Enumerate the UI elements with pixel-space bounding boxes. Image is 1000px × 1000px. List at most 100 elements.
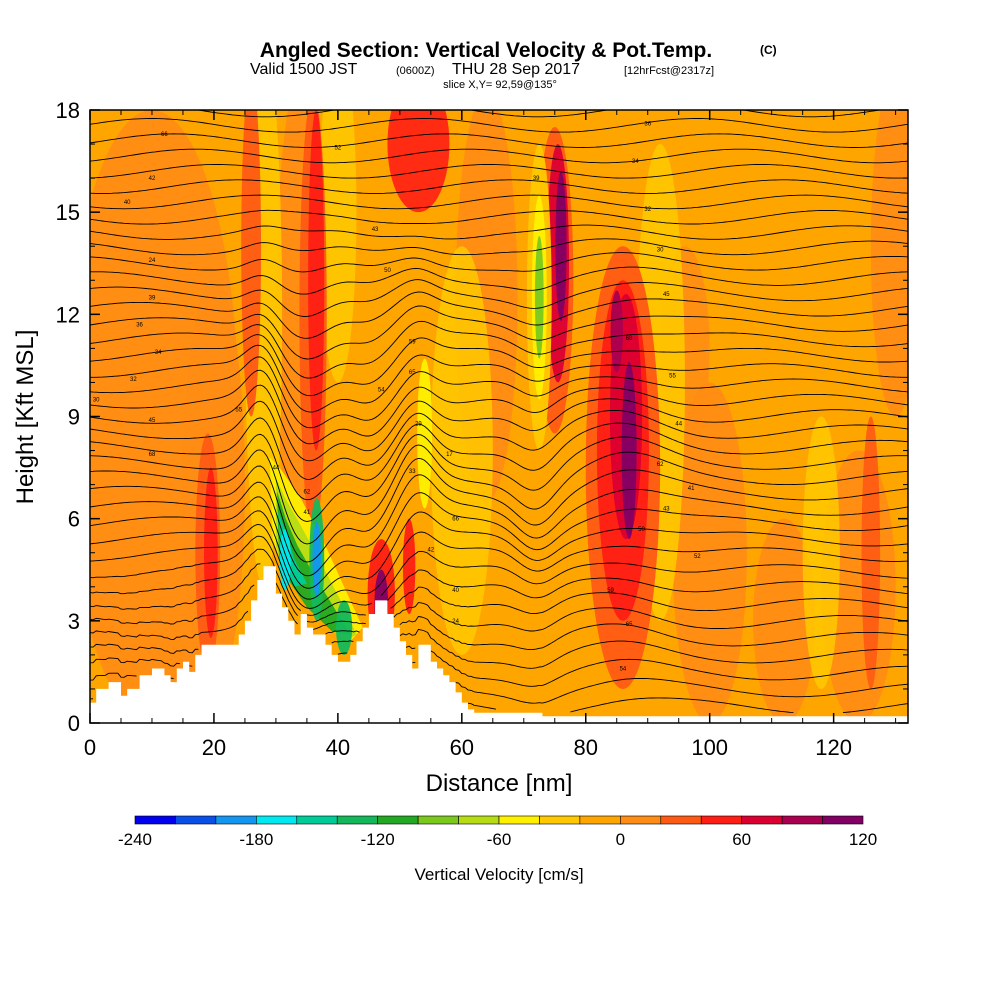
x-tick-label: 120	[815, 735, 852, 760]
isentrope-label: 50	[384, 268, 391, 274]
isentrope-line	[90, 563, 908, 630]
isentrope-line	[90, 209, 908, 225]
colorbar-swatch	[822, 815, 864, 825]
isentrope-line	[90, 291, 908, 339]
chart-subtitle-valid: Valid 1500 JST	[250, 61, 358, 78]
isentrope-line	[90, 133, 908, 148]
isentrope-label: 52	[335, 145, 342, 151]
colorbar-swatch	[660, 815, 702, 825]
isentrope-line	[90, 524, 908, 609]
colorbar-swatch	[215, 815, 257, 825]
x-tick-label: 20	[202, 735, 226, 760]
chart-title: Angled Section: Vertical Velocity & Pot.…	[260, 39, 712, 62]
isentrope-line	[90, 584, 908, 635]
field-downdraft-slope-center	[279, 528, 291, 591]
y-tick-label: 18	[56, 98, 80, 123]
isentrope-line	[90, 457, 908, 563]
colorbar-swatch	[377, 815, 419, 825]
x-tick-label: 60	[450, 735, 474, 760]
isentrope-label: 65	[626, 622, 633, 628]
isentrope-line	[90, 194, 908, 210]
isentrope-line	[90, 334, 908, 397]
colorbar-title: Vertical Velocity [cm/s]	[414, 865, 583, 884]
isentrope-label: 68	[626, 336, 633, 342]
isentrope-label: 43	[663, 506, 670, 512]
y-tick-label: 3	[68, 609, 80, 634]
isentrope-label: 54	[378, 387, 385, 393]
chart-slice-info: slice X,Y= 92,59@135°	[443, 79, 557, 91]
isentrope-label: 62	[657, 462, 664, 468]
isentrope-label: 54	[620, 667, 627, 673]
isentrope-label: 55	[235, 408, 242, 414]
field-updraft-126	[861, 416, 881, 689]
isentrope-label: 42	[427, 547, 434, 553]
y-tick-label: 6	[68, 507, 80, 532]
field-updraft-75-core	[555, 171, 567, 322]
y-tick-label: 12	[56, 302, 80, 327]
colorbar: -240 -180 -120 -60 0 60 120	[118, 815, 877, 849]
colorbar-tick-label: -120	[361, 830, 395, 849]
field-updraft-19-inner	[204, 467, 218, 638]
field-band-130	[870, 110, 908, 417]
isentrope-line	[90, 164, 908, 179]
isentrope-line	[90, 238, 908, 256]
isentrope-label: 59	[607, 588, 614, 594]
chart-subtitle-date: THU 28 Sep 2017	[452, 61, 580, 78]
isentrope-label: 62	[304, 489, 311, 495]
isentrope-label: 40	[124, 200, 131, 206]
isentrope-label: 24	[149, 258, 156, 264]
isentrope-label: 45	[149, 418, 156, 424]
isentrope-label: 45	[663, 292, 670, 298]
colorbar-tick-label: 0	[616, 830, 625, 849]
isentrope-line	[90, 697, 908, 714]
colorbar-swatch	[498, 815, 540, 825]
isentrope-label: 66	[452, 517, 459, 523]
isentrope-label: 30	[93, 397, 100, 403]
colorbar-swatch	[175, 815, 217, 825]
isentrope-line	[90, 400, 908, 480]
field-sink-60	[430, 246, 493, 655]
isentrope-line	[90, 266, 908, 295]
field-updraft-51	[402, 518, 416, 615]
isentrope-label: 34	[155, 350, 162, 356]
isentrope-label: 55	[669, 374, 676, 380]
colorbar-tick-label: 120	[849, 830, 877, 849]
isentrope-line	[90, 535, 908, 616]
isentrope-line	[90, 510, 908, 600]
x-axis-label: Distance [nm]	[426, 770, 573, 797]
isentrope-line	[90, 492, 908, 589]
isentrope-label: 39	[149, 295, 156, 301]
field-sink-118	[802, 416, 840, 689]
colorbar-tick-label: 60	[732, 830, 751, 849]
isentrope-label: 59	[409, 340, 416, 346]
isentrope-label: 43	[372, 227, 379, 233]
field-band-100	[672, 382, 747, 723]
isentrope-line	[90, 548, 908, 623]
isentrope-line	[90, 344, 908, 413]
isentrope-line	[90, 224, 908, 240]
isentrope-label: 41	[304, 510, 311, 516]
x-tick-label: 80	[574, 735, 598, 760]
x-axis: 0 20 40 60 80 100 120	[84, 110, 897, 760]
isentrope-label: 30	[657, 248, 664, 254]
isentrope-line	[90, 118, 908, 133]
isentrope-line	[90, 305, 908, 360]
chart-subtitle-forecast: [12hrFcst@2317z]	[624, 65, 714, 77]
isentrope-label: 52	[694, 554, 701, 560]
colorbar-swatch	[579, 815, 621, 825]
field-updraft-26	[241, 110, 262, 417]
colorbar-tick-label: -60	[487, 830, 512, 849]
y-tick-label: 0	[68, 711, 80, 736]
isentrope-label: 17	[446, 452, 453, 458]
isentrope-line	[90, 320, 908, 379]
x-tick-label: 0	[84, 735, 96, 760]
isentrope-line	[90, 628, 908, 669]
isentrope-line	[90, 148, 908, 164]
field-updraft-36-inner	[308, 110, 325, 451]
isentrope-label: 32	[644, 207, 651, 213]
field-downdraft-41	[336, 600, 353, 655]
isentrope-label: 65	[409, 370, 416, 376]
isentrope-line	[90, 279, 908, 317]
isentrope-label: 32	[130, 377, 137, 383]
